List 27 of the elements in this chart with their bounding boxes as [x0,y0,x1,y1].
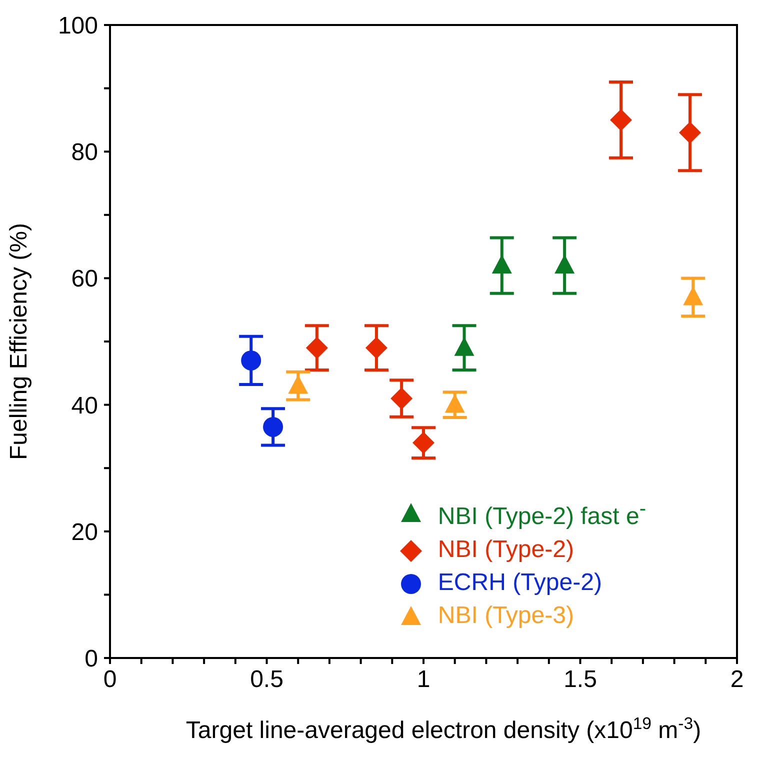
y-tick-label: 40 [71,392,98,420]
x-axis-title: Target line-averaged electron density (x10$^{19}$ m$^{-3}$) [186,714,702,744]
legend-label: NBI (Type-2) fast e$^{-}$ [438,497,646,532]
y-tick-label: 20 [71,518,98,546]
point [365,336,388,359]
x-tick-label: 1 [416,666,430,694]
y-tick-label: 60 [71,266,98,293]
x-tick-label: 0.5 [250,666,284,694]
point [554,254,575,274]
y-tick-label: 80 [71,139,98,166]
y-tick-label: 0 [84,646,98,673]
point [390,387,413,410]
legend-label: ECRH (Type-2) [438,568,602,598]
legend-label: NBI (Type-3) [438,601,574,631]
point [610,108,632,131]
y-tick-label: 100 [58,12,98,40]
point [412,432,434,454]
point [678,122,701,144]
point [241,350,262,370]
x-tick-label: 0 [103,666,117,694]
x-tick-label: 2 [730,666,744,694]
y-axis-title: Fuelling Efficiency (%) [6,223,33,460]
point [492,254,512,274]
legend-label: NBI (Type-2) [438,535,574,565]
point [263,416,284,437]
point [306,336,328,359]
x-tick-label: 1.5 [564,666,597,694]
